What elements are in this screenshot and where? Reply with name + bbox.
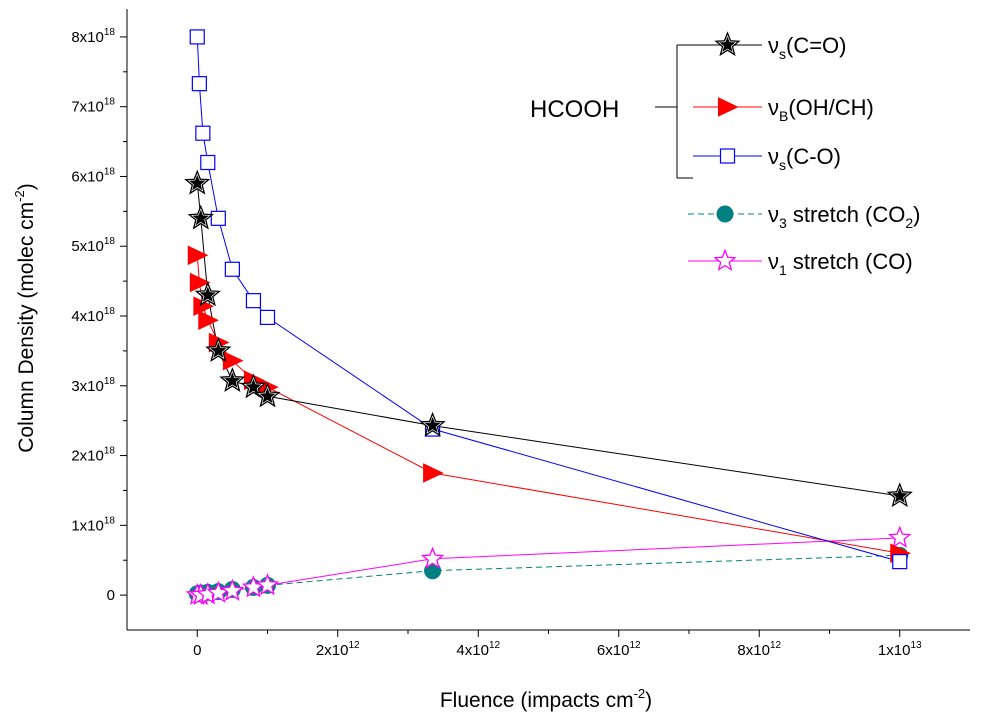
data-point [189,272,211,293]
data-point [189,29,205,45]
data-point [892,554,908,570]
data-point [194,281,221,307]
data-point [184,169,211,195]
x-tick-label: 2x1012 [316,640,360,659]
data-point [198,310,219,330]
data-point [224,261,240,277]
legend-marker [713,248,737,271]
y-axis-title: Column Density (molec cm-2) [12,183,38,452]
data-point [210,210,226,226]
legend-marker [716,205,734,223]
y-tick-label: 1x1018 [71,515,115,534]
data-point [187,245,209,266]
y-tick-label: 5x1018 [71,236,115,255]
data-point [886,482,913,508]
data-point [255,573,280,596]
x-tick-label: 8x1012 [737,640,781,659]
x-axis-title: Fluence (impacts cm-2) [440,686,652,712]
data-point [195,125,211,141]
y-tick-label: 4x1018 [71,306,115,325]
y-tick-label: 2x1018 [71,446,115,465]
data-point [259,309,276,326]
legend-group-bracket [655,44,693,179]
data-point [219,367,246,393]
legend-marker [719,148,736,164]
data-point [222,350,244,371]
x-tick-label: 6x1012 [597,640,641,659]
data-point [423,463,444,483]
y-tick-label: 3x1018 [71,376,115,395]
legend-label: ν1 stretch (CO) [768,249,913,278]
data-point [191,76,207,92]
legend-group-label: HCOOH [530,96,619,123]
data-point [420,546,445,569]
data-point [200,154,216,171]
series-markers [184,29,913,606]
data-point [240,373,267,399]
series-line [196,36,900,563]
legend-entries: νs(C=O) νB(OH/CH) νs(C-O) ν3 stretch (CO2) ν… [688,31,921,278]
legend-label: νs(C-O) [768,144,841,173]
y-tick-label: 7x1018 [71,97,115,116]
series-line [196,255,900,554]
y-tick-label: 6x1018 [71,166,115,185]
data-point [254,382,281,408]
y-tick-label: 0 [107,587,115,604]
data-point [205,337,232,363]
legend: HCOOH νs(C=O) νB(OH/CH) νs(C-O) ν3 stretch … [530,31,921,278]
legend-label: ν3 stretch (CO2) [768,202,921,231]
series-line [196,183,900,497]
x-tick-label: 0 [193,642,201,659]
data-point [245,293,262,309]
x-tick-label: 4x1012 [456,640,500,659]
legend-label: νB(OH/CH) [768,95,874,124]
x-tick-label: 1x1013 [878,640,922,659]
axis-ticks: 0 2x1012 4x1012 6x1012 8x1012 1x1013 0 1x1018 2x… [71,27,922,659]
data-point [187,204,214,230]
y-tick-label: 8x1018 [71,27,115,46]
legend-marker [718,97,739,117]
data-point [888,525,912,548]
data-point [220,578,245,601]
legend-label: νs(C=O) [768,33,847,62]
series-line [197,554,900,595]
data-point [419,411,446,437]
legend-marker [714,31,741,57]
